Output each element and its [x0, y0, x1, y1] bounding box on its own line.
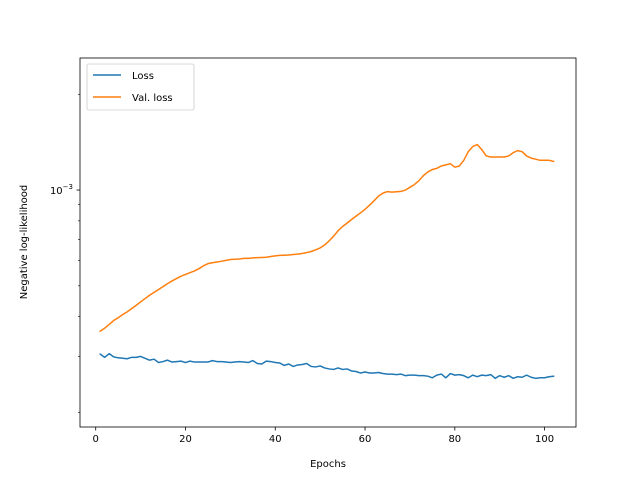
- series-line-loss: [99, 352, 555, 380]
- x-tick-label: 60: [359, 434, 372, 445]
- series-line-val-loss: [99, 143, 555, 333]
- x-tick-label: 80: [448, 434, 461, 445]
- x-tick-label: 20: [179, 434, 192, 445]
- legend: Loss Val. loss: [86, 63, 195, 111]
- x-tick-label: 40: [269, 434, 282, 445]
- y-axis-label: Negative log-likelihood: [19, 185, 30, 300]
- x-tick-label: 100: [535, 434, 554, 445]
- plot-frame: [79, 57, 577, 428]
- y-tick-label-exponent: −3: [63, 183, 73, 191]
- x-tick-label: 0: [93, 434, 99, 445]
- series-layer: [99, 143, 555, 380]
- x-axis-label: Epochs: [310, 459, 346, 470]
- y-tick-label-major: 10−3: [50, 183, 73, 197]
- legend-label-val-loss: Val. loss: [132, 93, 173, 104]
- x-axis: 0 20 40 60 80 100: [93, 427, 554, 445]
- y-tick-label-base: 10: [50, 186, 63, 197]
- legend-label-loss: Loss: [132, 71, 154, 82]
- y-axis: 10−3: [50, 93, 80, 413]
